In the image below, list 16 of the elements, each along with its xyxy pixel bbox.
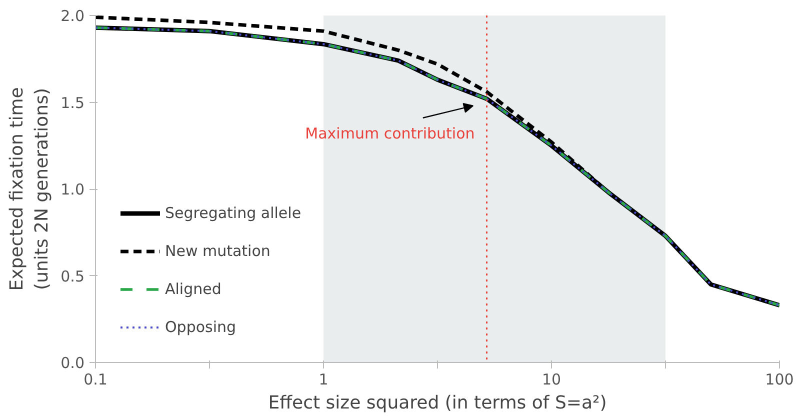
y-tick-label: 0.0 — [60, 354, 85, 372]
x-axis-title: Effect size squared (in terms of S=a²) — [268, 392, 607, 414]
y-tick-label: 1.5 — [60, 94, 85, 112]
y-tick-label: 1.0 — [60, 180, 85, 198]
legend-label: Opposing — [165, 318, 236, 336]
x-tick-label: 100 — [765, 370, 794, 388]
y-axis-title: Expected fixation time (units 2N generations) — [6, 87, 53, 291]
x-tick-label: 0.1 — [84, 370, 108, 388]
legend-label: New mutation — [165, 242, 270, 260]
legend-label: Aligned — [165, 280, 222, 298]
x-tick-label: 10 — [542, 370, 562, 388]
ref-line-label: Maximum contribution — [305, 124, 475, 142]
legend-label: Segregating allele — [165, 204, 302, 222]
y-tick-label: 0.5 — [60, 267, 85, 286]
x-tick-label: 1 — [318, 370, 328, 388]
y-tick-label: 2.0 — [60, 7, 85, 25]
